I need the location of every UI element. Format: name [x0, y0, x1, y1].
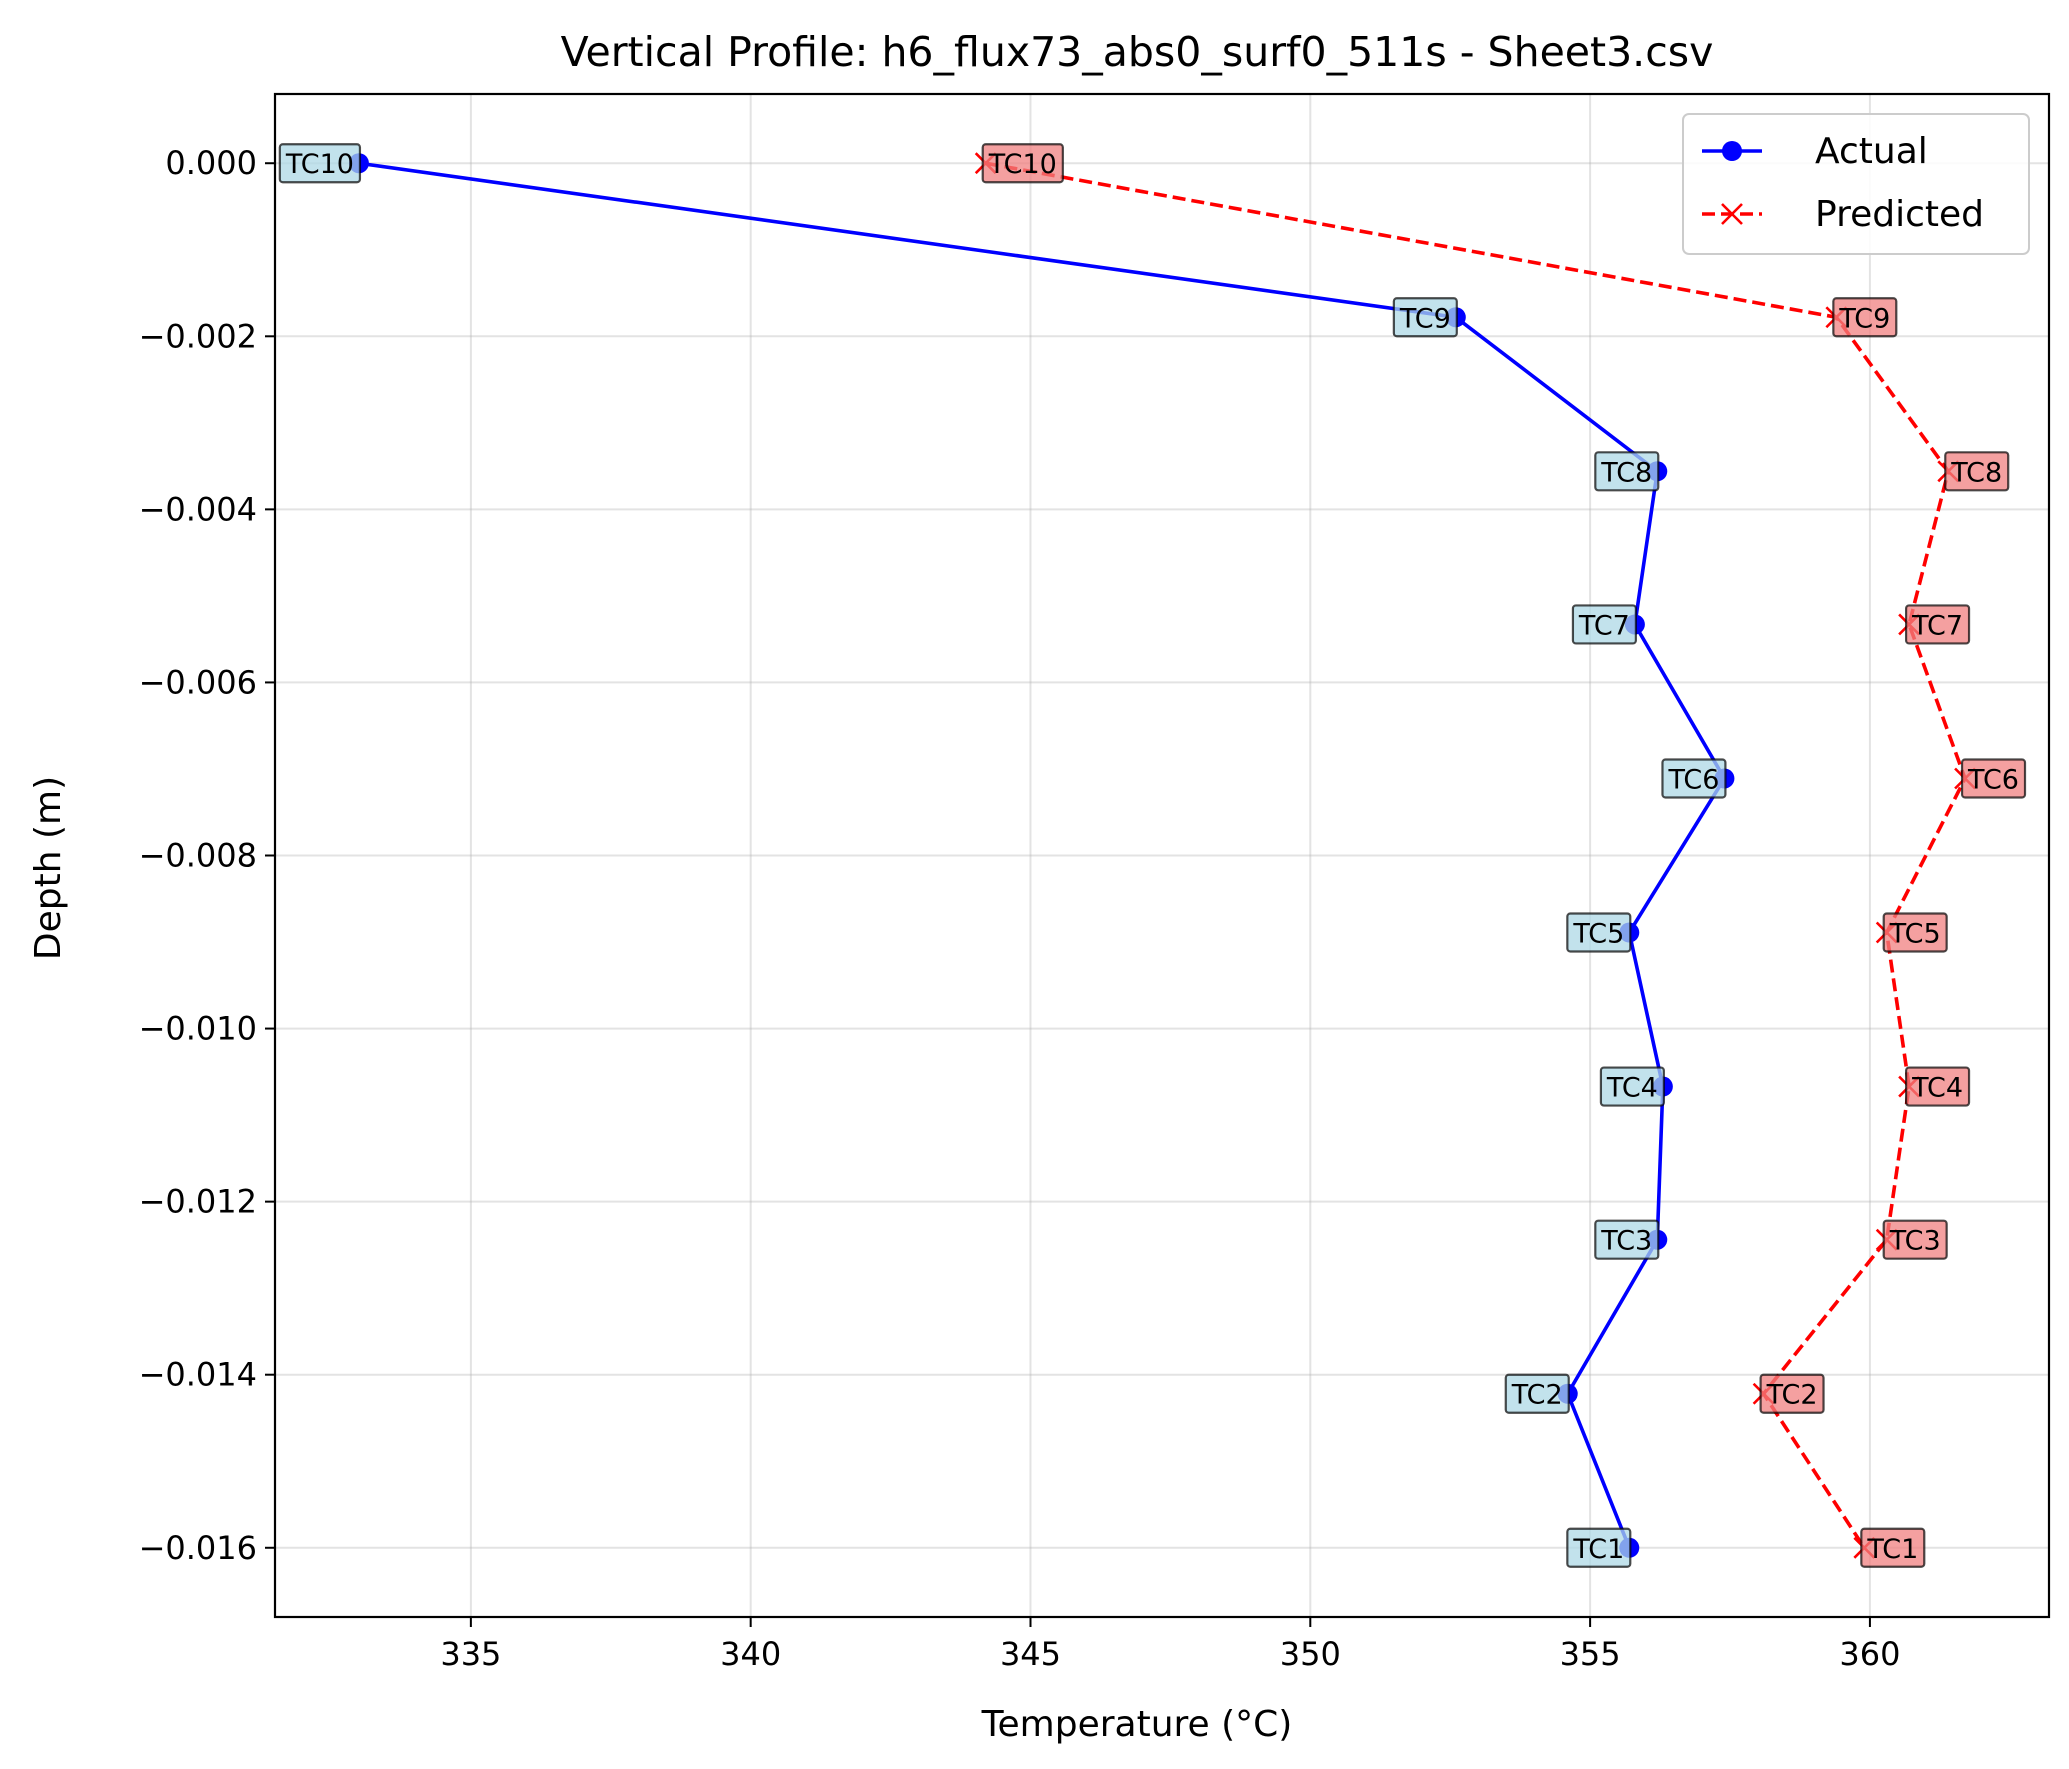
legend-predicted-label: Predicted — [1815, 194, 1984, 235]
y-tick-label: −0.010 — [139, 1010, 257, 1048]
point-label-text: TC6 — [1667, 764, 1719, 795]
grid-layer — [275, 94, 2049, 1617]
x-axis: 335 340 345 350 355 360 — [440, 1617, 1900, 1673]
legend-box — [1682, 113, 2030, 255]
point-label-text: TC1 — [1572, 1534, 1624, 1565]
point-label-text: TC4 — [1606, 1073, 1658, 1104]
point-label-text: TC8 — [1950, 457, 2002, 488]
point-label-box — [1566, 912, 1632, 953]
x-tick-label: 340 — [720, 1635, 781, 1673]
point-label: TC10 — [981, 143, 1064, 184]
point-label: TC5 — [1566, 912, 1632, 953]
point-label-text: TC4 — [1911, 1073, 1963, 1104]
point-label-text: TC8 — [1600, 457, 1652, 488]
point-label: TC7 — [1571, 604, 1637, 645]
y-tick-label: −0.002 — [139, 317, 257, 355]
y-tick-label: −0.012 — [139, 1183, 257, 1221]
y-tick-label: −0.006 — [139, 663, 257, 701]
point-label-text: TC10 — [285, 149, 354, 180]
x-tick-label: 345 — [1000, 1635, 1061, 1673]
point-label-box — [1759, 1373, 1825, 1414]
point-label-box — [1882, 912, 1948, 953]
x-axis-label: Temperature (°C) — [981, 1704, 1293, 1745]
y-tick-label: −0.008 — [139, 837, 257, 875]
point-label-box — [1882, 1219, 1948, 1260]
point-label: TC3 — [1594, 1219, 1660, 1260]
point-labels-layer: TC10 TC9 TC8 TC7 TC6 TC5 TC4 TC3 TC2 TC1 TC10 TC9 TC… — [278, 143, 2027, 1568]
point-label-box — [1904, 604, 1971, 645]
point-label-text: TC5 — [1889, 919, 1941, 950]
y-tick-label: −0.014 — [139, 1356, 257, 1394]
point-label: TC4 — [1904, 1066, 1971, 1107]
y-axis-label: Depth (m) — [28, 776, 69, 960]
point-label-text: TC5 — [1572, 919, 1624, 950]
point-label: TC4 — [1599, 1066, 1665, 1107]
y-tick-label: −0.016 — [139, 1529, 257, 1567]
point-label: TC10 — [278, 143, 362, 184]
x-tick-label: 355 — [1560, 1635, 1621, 1673]
y-axis: 0.000 −0.002 −0.004 −0.006 −0.008 −0.010 −0.01… — [139, 144, 275, 1567]
point-label-text: TC10 — [988, 149, 1057, 180]
point-label-box — [1594, 451, 1660, 492]
point-label-text: TC6 — [1967, 764, 2019, 795]
legend-actual-marker — [1722, 141, 1742, 161]
point-label-box — [1594, 1219, 1660, 1260]
point-label: TC2 — [1504, 1373, 1570, 1414]
point-label-text: TC3 — [1600, 1226, 1652, 1257]
point-label: TC1 — [1566, 1527, 1632, 1568]
point-label-box — [1832, 297, 1898, 338]
point-label: TC2 — [1759, 1373, 1825, 1414]
point-label-text: TC3 — [1889, 1226, 1941, 1257]
point-label-text: TC1 — [1866, 1534, 1918, 1565]
point-label: TC7 — [1904, 604, 1971, 645]
point-label-box — [1944, 451, 2010, 492]
point-label: TC8 — [1594, 451, 1660, 492]
point-label-text: TC7 — [1578, 610, 1630, 641]
point-label-box — [1960, 758, 2027, 799]
point-label: TC8 — [1944, 451, 2010, 492]
point-label-box — [1904, 1066, 1971, 1107]
point-label: TC6 — [1960, 758, 2027, 799]
point-label: TC3 — [1882, 1219, 1948, 1260]
point-label-box — [1571, 604, 1637, 645]
series-line-predicted — [985, 161, 1967, 1549]
point-label: TC9 — [1392, 297, 1458, 338]
point-label: TC9 — [1832, 297, 1898, 338]
point-label-box — [1566, 1527, 1632, 1568]
x-tick-label: 350 — [1280, 1635, 1341, 1673]
legend-predicted-marker — [1721, 203, 1743, 225]
point-label-text: TC9 — [1399, 303, 1451, 334]
y-tick-label: −0.004 — [139, 490, 257, 528]
point-label-box — [278, 143, 362, 184]
point-label-box — [1661, 758, 1727, 799]
point-label-box — [1392, 297, 1458, 338]
x-tick-label: 360 — [1839, 1635, 1900, 1673]
y-tick-label: 0.000 — [165, 144, 257, 182]
point-label-box — [1504, 1373, 1570, 1414]
point-label-text: TC7 — [1911, 610, 1963, 641]
point-label-box — [1599, 1066, 1665, 1107]
x-tick-label: 335 — [440, 1635, 501, 1673]
point-label: TC6 — [1661, 758, 1727, 799]
legend: Actual Predicted — [1682, 113, 2030, 255]
point-label-text: TC2 — [1766, 1380, 1818, 1411]
point-label: TC1 — [1860, 1527, 1926, 1568]
point-label-text: TC9 — [1838, 303, 1890, 334]
series-line-actual — [358, 161, 1727, 1549]
chart-title: Vertical Profile: h6_flux73_abs0_surf0_5… — [561, 28, 1714, 76]
point-label-text: TC2 — [1511, 1380, 1563, 1411]
point-label-box — [981, 143, 1064, 184]
point-label: TC5 — [1882, 912, 1948, 953]
point-label-box — [1860, 1527, 1926, 1568]
legend-actual-label: Actual — [1815, 131, 1928, 172]
